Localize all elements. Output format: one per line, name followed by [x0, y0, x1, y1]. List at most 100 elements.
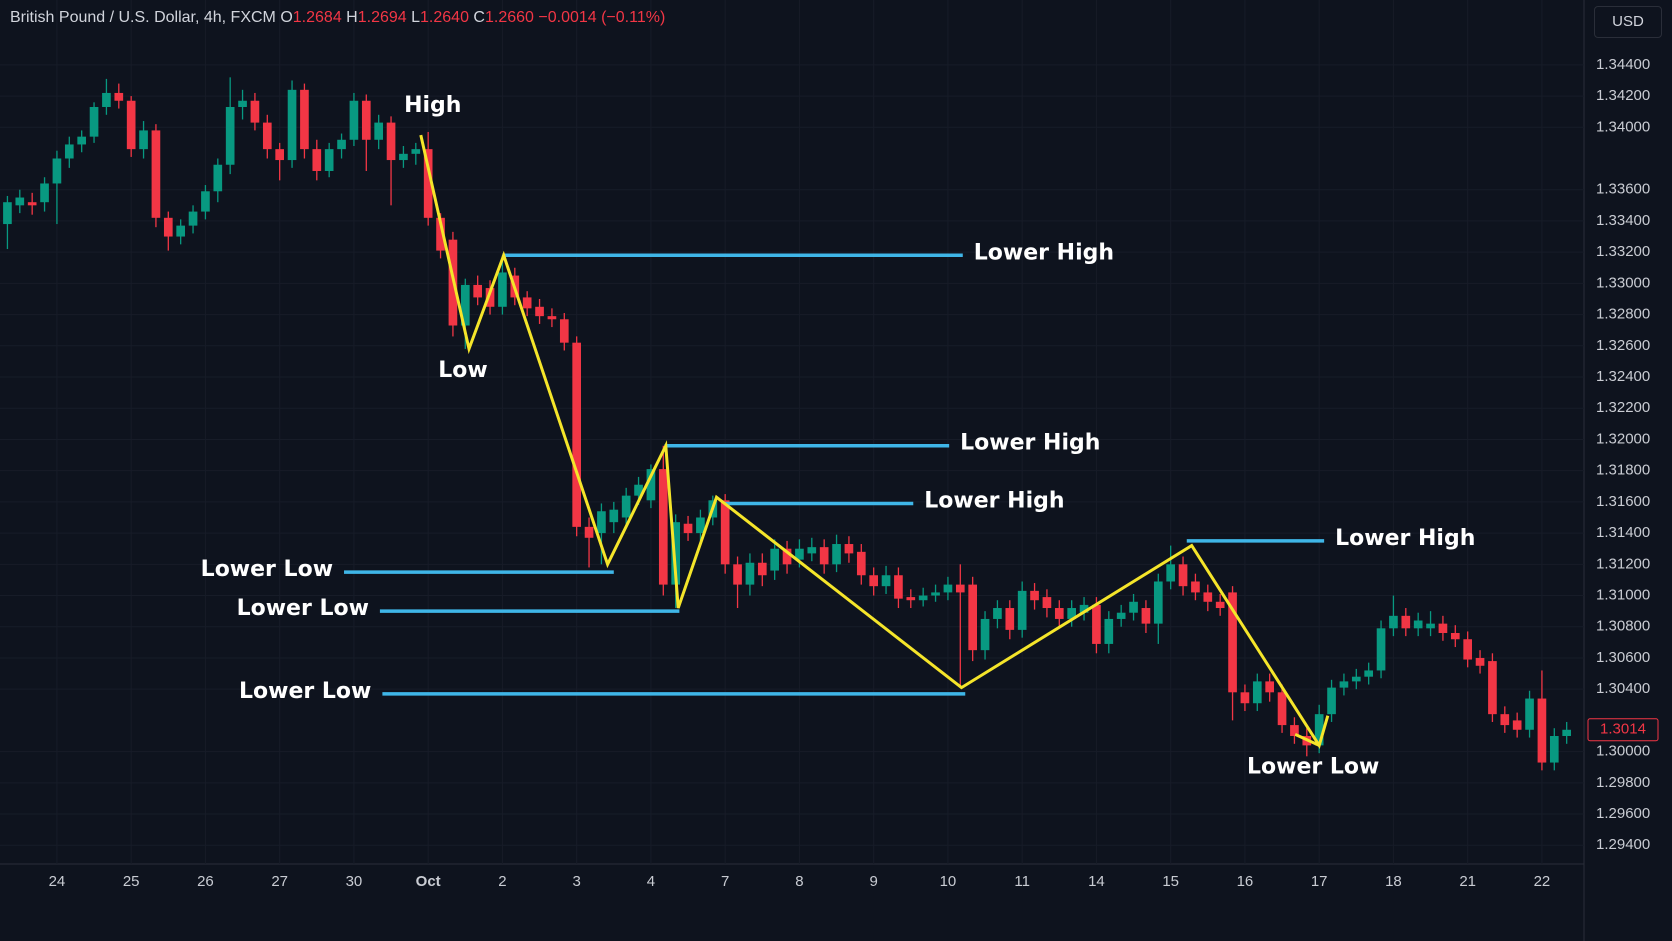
- candle-body: [1290, 725, 1299, 737]
- candle-body: [856, 551, 866, 576]
- x-tick-label: 3: [573, 873, 581, 890]
- level-label: Lower Low: [201, 557, 333, 582]
- candle-body: [795, 548, 804, 560]
- point-label: High: [404, 93, 461, 118]
- candle-body: [1562, 729, 1572, 737]
- level-label: Lower High: [1335, 526, 1475, 551]
- y-tick-label: 1.34000: [1596, 118, 1650, 135]
- candle-body: [1438, 623, 1448, 633]
- candle-body: [1314, 714, 1324, 746]
- candle-body: [993, 608, 1002, 619]
- candle-body: [337, 139, 346, 150]
- candle-body: [1426, 623, 1435, 629]
- candle-body: [1265, 681, 1275, 693]
- candle-body: [1005, 608, 1015, 630]
- y-tick-label: 1.32000: [1596, 430, 1650, 447]
- change: −0.0014 (−0.11%): [538, 9, 666, 26]
- candle-body: [1116, 612, 1126, 619]
- point-label: Low: [438, 358, 487, 383]
- y-tick-label: 1.30600: [1596, 649, 1650, 666]
- candle-body: [918, 595, 928, 601]
- x-tick-label: 15: [1162, 873, 1179, 890]
- candle-body: [1017, 590, 1027, 630]
- candle-body: [869, 575, 879, 587]
- y-tick-label: 1.31600: [1596, 493, 1650, 510]
- currency-button[interactable]: USD: [1594, 6, 1662, 38]
- candle-body: [807, 547, 817, 554]
- candle-body: [894, 575, 903, 599]
- candle-body: [163, 217, 173, 237]
- y-tick-label: 1.29400: [1596, 836, 1650, 853]
- candle-body: [262, 122, 272, 150]
- candle-body: [980, 618, 990, 651]
- x-tick-label: 16: [1237, 873, 1254, 890]
- candle-body: [374, 122, 384, 140]
- candle-body: [473, 284, 483, 298]
- candle-body: [411, 149, 421, 154]
- candle-body: [1537, 698, 1547, 763]
- x-tick-label: 25: [123, 873, 140, 890]
- x-tick-label: 11: [1014, 873, 1030, 890]
- candle-body: [609, 509, 619, 523]
- x-tick-label: Oct: [416, 873, 441, 890]
- candle-body: [3, 202, 12, 225]
- ohlc-value: 1.2684: [292, 9, 342, 26]
- candle-body: [1376, 628, 1386, 671]
- candle-body: [770, 548, 780, 571]
- candle-body: [52, 158, 62, 184]
- candle-body: [572, 342, 582, 527]
- ohlc-label: H: [346, 9, 358, 26]
- candle-body: [1339, 681, 1349, 688]
- candle-body: [1512, 720, 1522, 730]
- x-tick-label: 2: [498, 873, 506, 890]
- candle-body: [287, 89, 297, 161]
- candle-body: [126, 100, 136, 150]
- candle-body: [300, 89, 309, 150]
- candle-body: [1240, 692, 1250, 704]
- candle-body: [1030, 590, 1039, 601]
- x-tick-label: 17: [1311, 873, 1328, 890]
- candle-body: [77, 136, 87, 145]
- candle-body: [906, 597, 916, 601]
- candle-body: [225, 106, 235, 165]
- ohlc-label: O: [280, 9, 293, 26]
- x-tick-label: 24: [49, 873, 66, 890]
- y-tick-label: 1.30400: [1596, 680, 1650, 697]
- candle-body: [423, 149, 433, 218]
- candle-body: [139, 130, 148, 150]
- candle-body: [436, 217, 445, 251]
- candle-body: [399, 153, 408, 161]
- zigzag-arrowhead: [1294, 733, 1320, 747]
- candle-body: [943, 584, 953, 593]
- x-tick-label: 30: [346, 873, 363, 890]
- candle-body: [1252, 681, 1262, 704]
- candle-body: [1203, 592, 1213, 602]
- x-tick-label: 26: [197, 873, 214, 890]
- candle-body: [1129, 601, 1138, 613]
- candle-body: [176, 225, 186, 237]
- candle-body: [1042, 597, 1052, 609]
- candle-body: [1054, 608, 1064, 619]
- y-tick-label: 1.30000: [1596, 743, 1650, 760]
- candle-body: [1178, 564, 1188, 587]
- x-tick-label: 7: [721, 873, 729, 890]
- candle-body: [485, 288, 495, 307]
- candle-body: [15, 197, 25, 206]
- candle-body: [1141, 608, 1151, 624]
- y-tick-label: 1.34400: [1596, 56, 1650, 73]
- candle-body: [931, 592, 940, 596]
- candle-body: [1327, 687, 1336, 715]
- candle-body: [881, 575, 891, 587]
- candle-body: [658, 469, 668, 585]
- candle-body: [114, 92, 124, 101]
- candle-body: [238, 100, 247, 107]
- candle-body: [757, 562, 767, 576]
- candle-body: [597, 511, 606, 534]
- candle-body: [1166, 564, 1176, 582]
- level-label: Lower High: [924, 488, 1064, 513]
- y-tick-label: 1.32800: [1596, 306, 1650, 323]
- candle-body: [671, 522, 681, 585]
- x-tick-label: 22: [1534, 873, 1551, 890]
- zigzag-line: [419, 134, 1330, 750]
- candle-body: [324, 149, 334, 171]
